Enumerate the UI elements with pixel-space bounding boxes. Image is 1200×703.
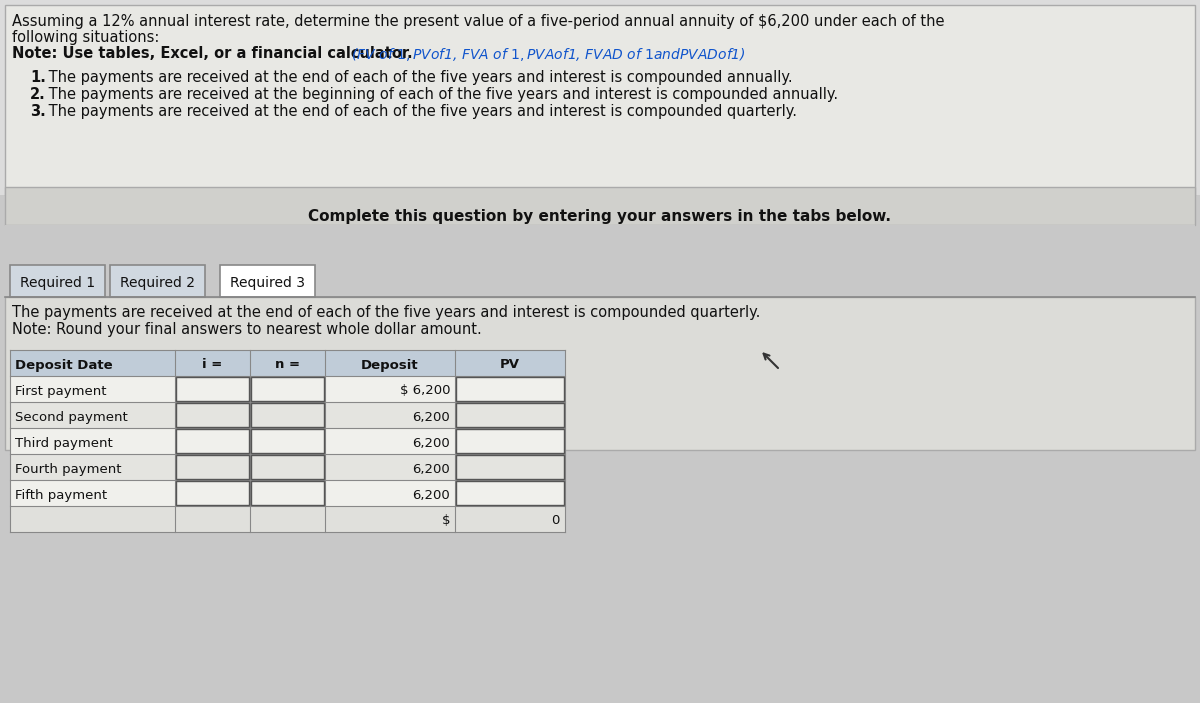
Text: n =: n = — [275, 359, 300, 371]
Text: Note: Use tables, Excel, or a financial calculator.: Note: Use tables, Excel, or a financial … — [12, 46, 413, 61]
Text: Required 2: Required 2 — [120, 276, 194, 290]
Bar — [10, 480, 565, 506]
Bar — [176, 403, 250, 427]
Text: Deposit Date: Deposit Date — [14, 359, 113, 371]
Bar — [251, 455, 324, 479]
Bar — [251, 377, 324, 401]
Bar — [10, 506, 565, 532]
Bar — [10, 376, 565, 402]
Bar — [5, 297, 1195, 450]
Bar — [0, 0, 1200, 195]
Text: Required 1: Required 1 — [20, 276, 95, 290]
Bar — [456, 429, 564, 453]
Bar — [10, 265, 106, 297]
Bar — [176, 429, 250, 453]
Text: 0: 0 — [552, 515, 560, 527]
Bar — [456, 481, 564, 505]
Text: Second payment: Second payment — [14, 411, 127, 423]
Bar — [456, 403, 564, 427]
Text: The payments are received at the end of each of the five years and interest is c: The payments are received at the end of … — [44, 104, 797, 119]
Text: 2.: 2. — [30, 87, 46, 102]
Bar — [10, 428, 565, 454]
Text: (FV of $1, PV of $1, FVA of $1, PVA of $1, FVAD of $1 and PVAD of $1): (FV of $1, PV of $1, FVA of $1, PVA of $… — [347, 46, 745, 63]
Bar — [176, 455, 250, 479]
Bar — [251, 481, 324, 505]
Text: following situations:: following situations: — [12, 30, 160, 45]
Bar — [251, 429, 324, 453]
Bar — [10, 454, 565, 480]
Text: $ 6,200: $ 6,200 — [400, 385, 450, 397]
Text: First payment: First payment — [14, 385, 107, 397]
Text: The payments are received at the end of each of the five years and interest is c: The payments are received at the end of … — [12, 305, 761, 320]
Bar — [176, 481, 250, 505]
Text: Fifth payment: Fifth payment — [14, 489, 107, 501]
Text: The payments are received at the end of each of the five years and interest is c: The payments are received at the end of … — [44, 70, 793, 85]
Bar — [10, 402, 565, 428]
Bar — [456, 455, 564, 479]
Bar — [5, 187, 1195, 225]
Bar — [456, 377, 564, 401]
Text: Required 3: Required 3 — [230, 276, 305, 290]
Text: i =: i = — [203, 359, 223, 371]
Bar — [5, 5, 1195, 195]
Text: PV: PV — [500, 359, 520, 371]
Bar — [176, 377, 250, 401]
Text: $: $ — [442, 515, 450, 527]
Bar — [110, 265, 205, 297]
Text: The payments are received at the beginning of each of the five years and interes: The payments are received at the beginni… — [44, 87, 838, 102]
Bar — [10, 350, 565, 376]
Bar — [0, 0, 1200, 170]
Bar — [5, 225, 1195, 295]
Text: 1.: 1. — [30, 70, 46, 85]
Text: Note: Round your final answers to nearest whole dollar amount.: Note: Round your final answers to neares… — [12, 322, 481, 337]
Text: Fourth payment: Fourth payment — [14, 463, 121, 475]
Text: 6,200: 6,200 — [413, 489, 450, 501]
Text: Third payment: Third payment — [14, 437, 113, 449]
Text: 6,200: 6,200 — [413, 411, 450, 423]
Text: 6,200: 6,200 — [413, 437, 450, 449]
Text: Deposit: Deposit — [361, 359, 419, 371]
Text: Assuming a 12% annual interest rate, determine the present value of a five-perio: Assuming a 12% annual interest rate, det… — [12, 14, 944, 29]
Text: 3.: 3. — [30, 104, 46, 119]
Bar — [220, 265, 314, 297]
Bar — [251, 403, 324, 427]
Text: 6,200: 6,200 — [413, 463, 450, 475]
Text: Complete this question by entering your answers in the tabs below.: Complete this question by entering your … — [308, 209, 892, 224]
